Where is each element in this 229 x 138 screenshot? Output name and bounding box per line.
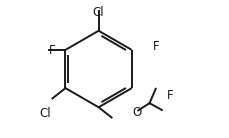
Text: F: F [152,40,158,53]
Text: Cl: Cl [39,107,51,120]
Text: F: F [166,89,173,102]
Text: Cl: Cl [92,6,104,19]
Text: F: F [48,44,55,57]
Text: O: O [131,106,141,119]
